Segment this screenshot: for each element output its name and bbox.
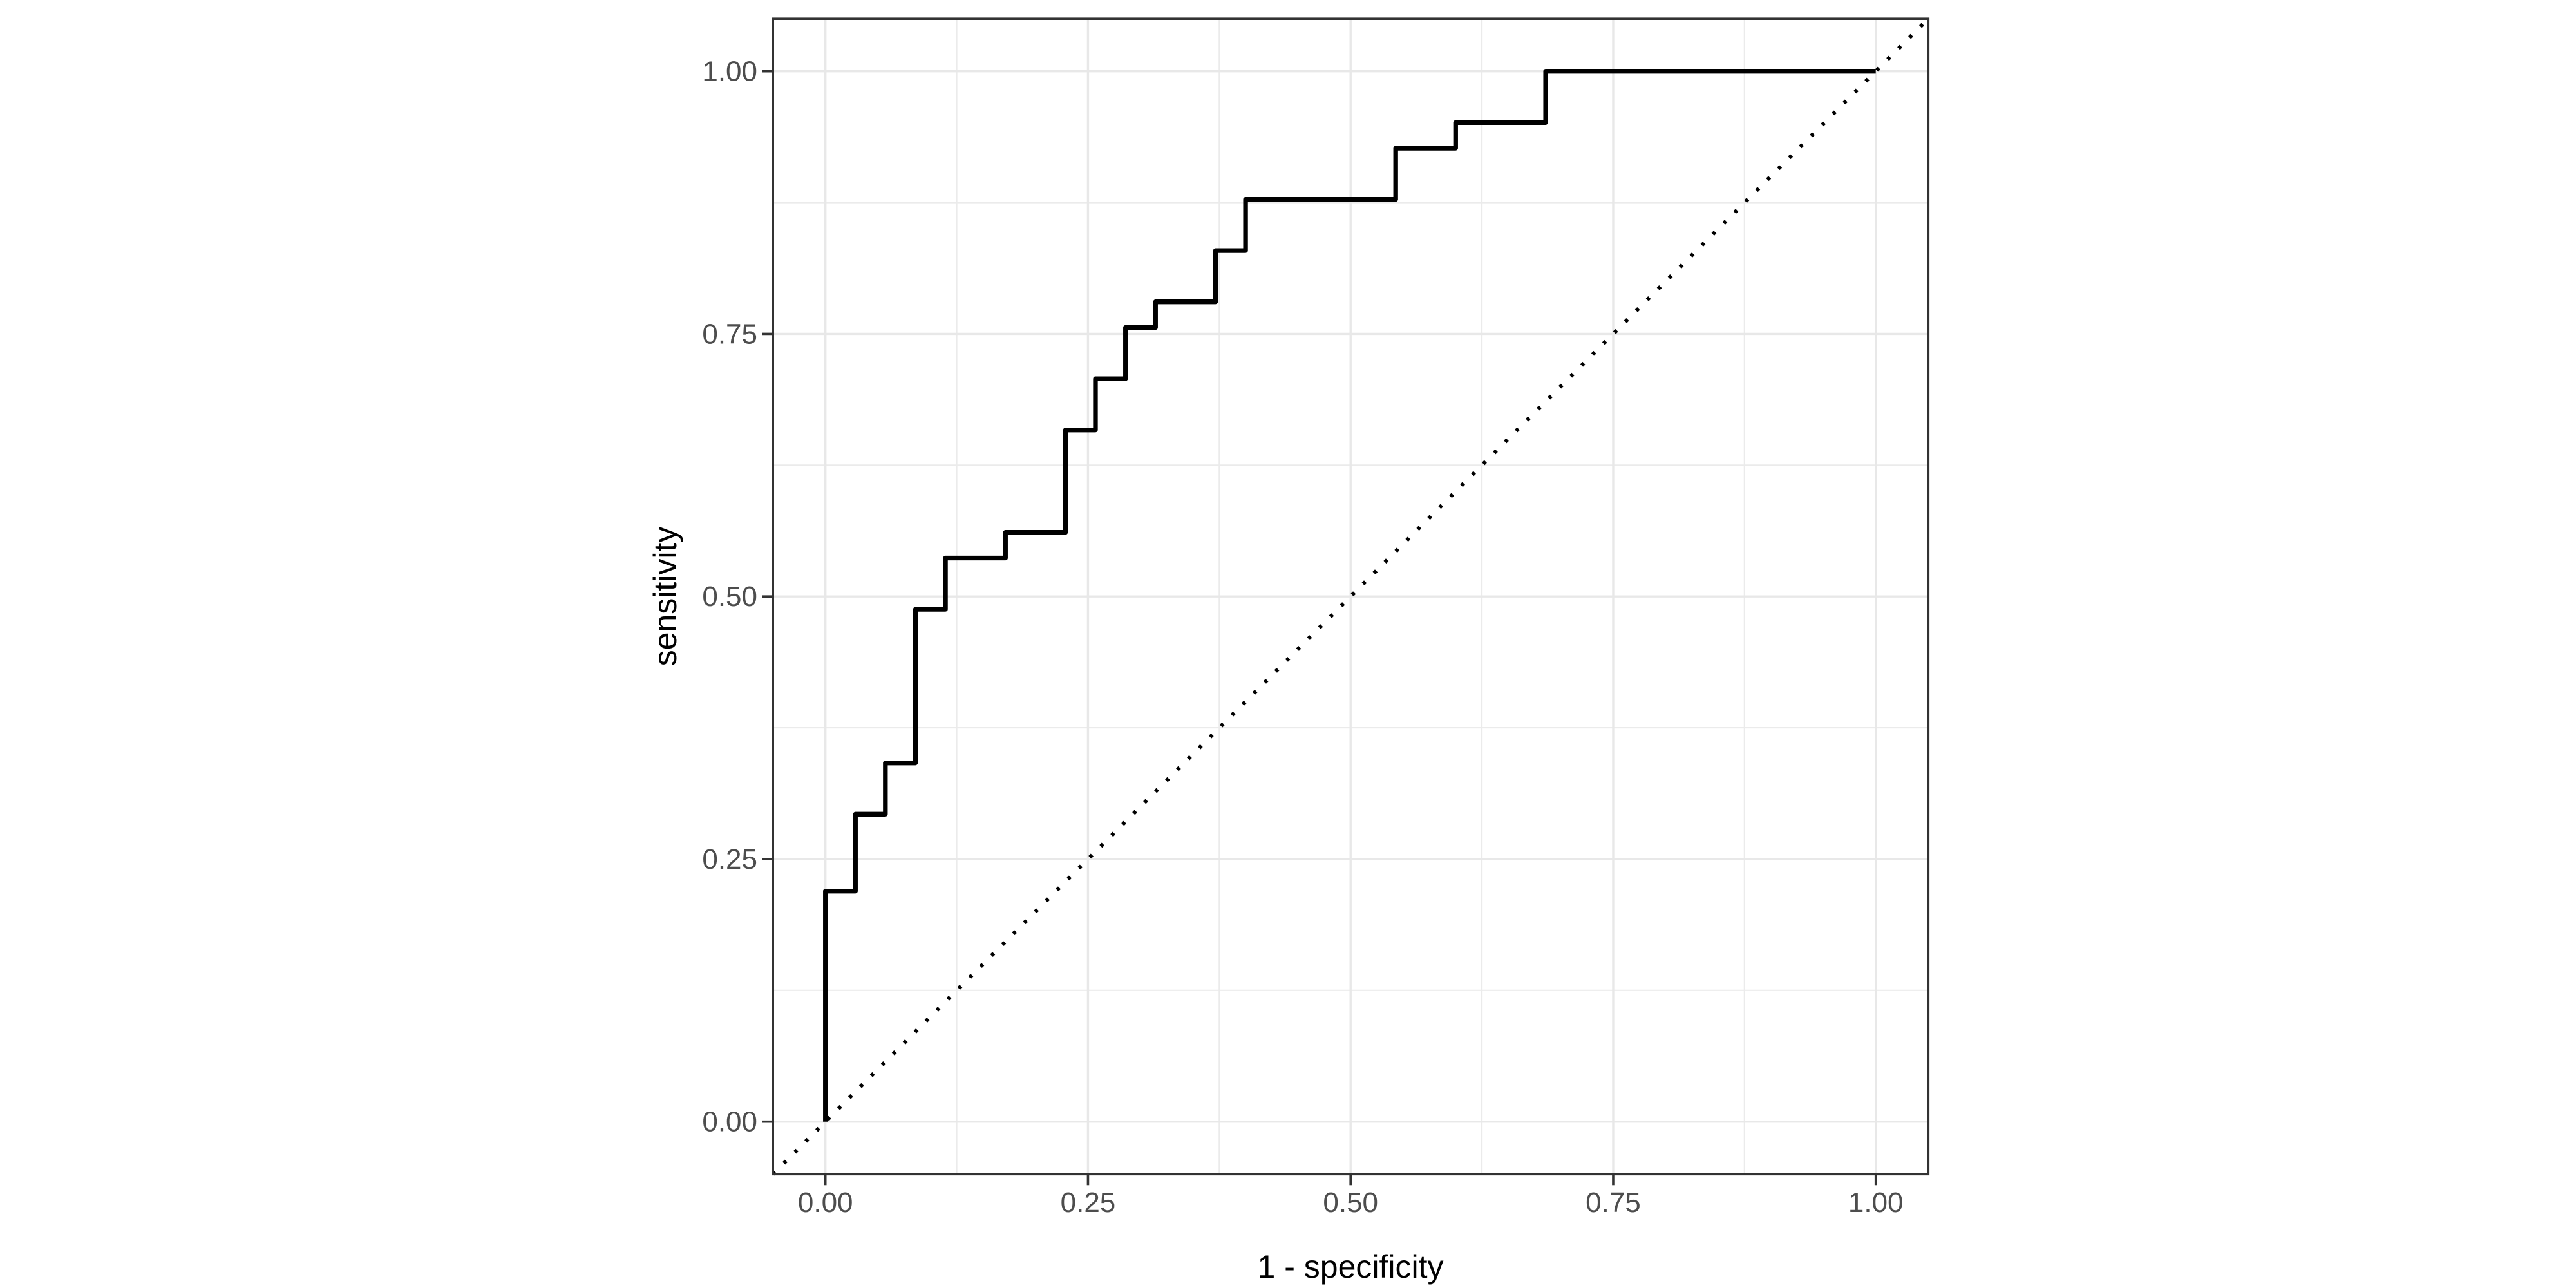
x-tick-label: 0.75 <box>1586 1187 1641 1218</box>
roc-curve-line <box>823 69 1876 1122</box>
gridlines-major <box>773 19 1929 1175</box>
y-tick-label: 0.50 <box>702 581 757 612</box>
x-axis-ticks <box>824 1174 1877 1186</box>
x-axis-title: 1 - specificity <box>1258 1249 1444 1285</box>
x-tick-label: 1.00 <box>1848 1187 1904 1218</box>
x-tick-label: 0.25 <box>1061 1187 1116 1218</box>
y-tick-label: 1.00 <box>702 56 757 88</box>
x-axis-tick-labels: 0.00 0.25 0.50 0.75 1.00 <box>798 1187 1904 1218</box>
y-tick-label: 0.75 <box>702 318 757 350</box>
chance-diagonal-line <box>772 17 1930 1176</box>
y-tick-label: 0.00 <box>702 1106 757 1138</box>
y-axis-title: sensitivity <box>647 527 683 667</box>
x-tick-label: 0.50 <box>1323 1187 1378 1218</box>
y-axis-tick-labels: 0.00 0.25 0.50 0.75 1.00 <box>702 56 757 1138</box>
y-axis-ticks <box>762 70 773 1123</box>
y-tick-label: 0.25 <box>702 844 757 875</box>
x-tick-label: 0.00 <box>798 1187 853 1218</box>
